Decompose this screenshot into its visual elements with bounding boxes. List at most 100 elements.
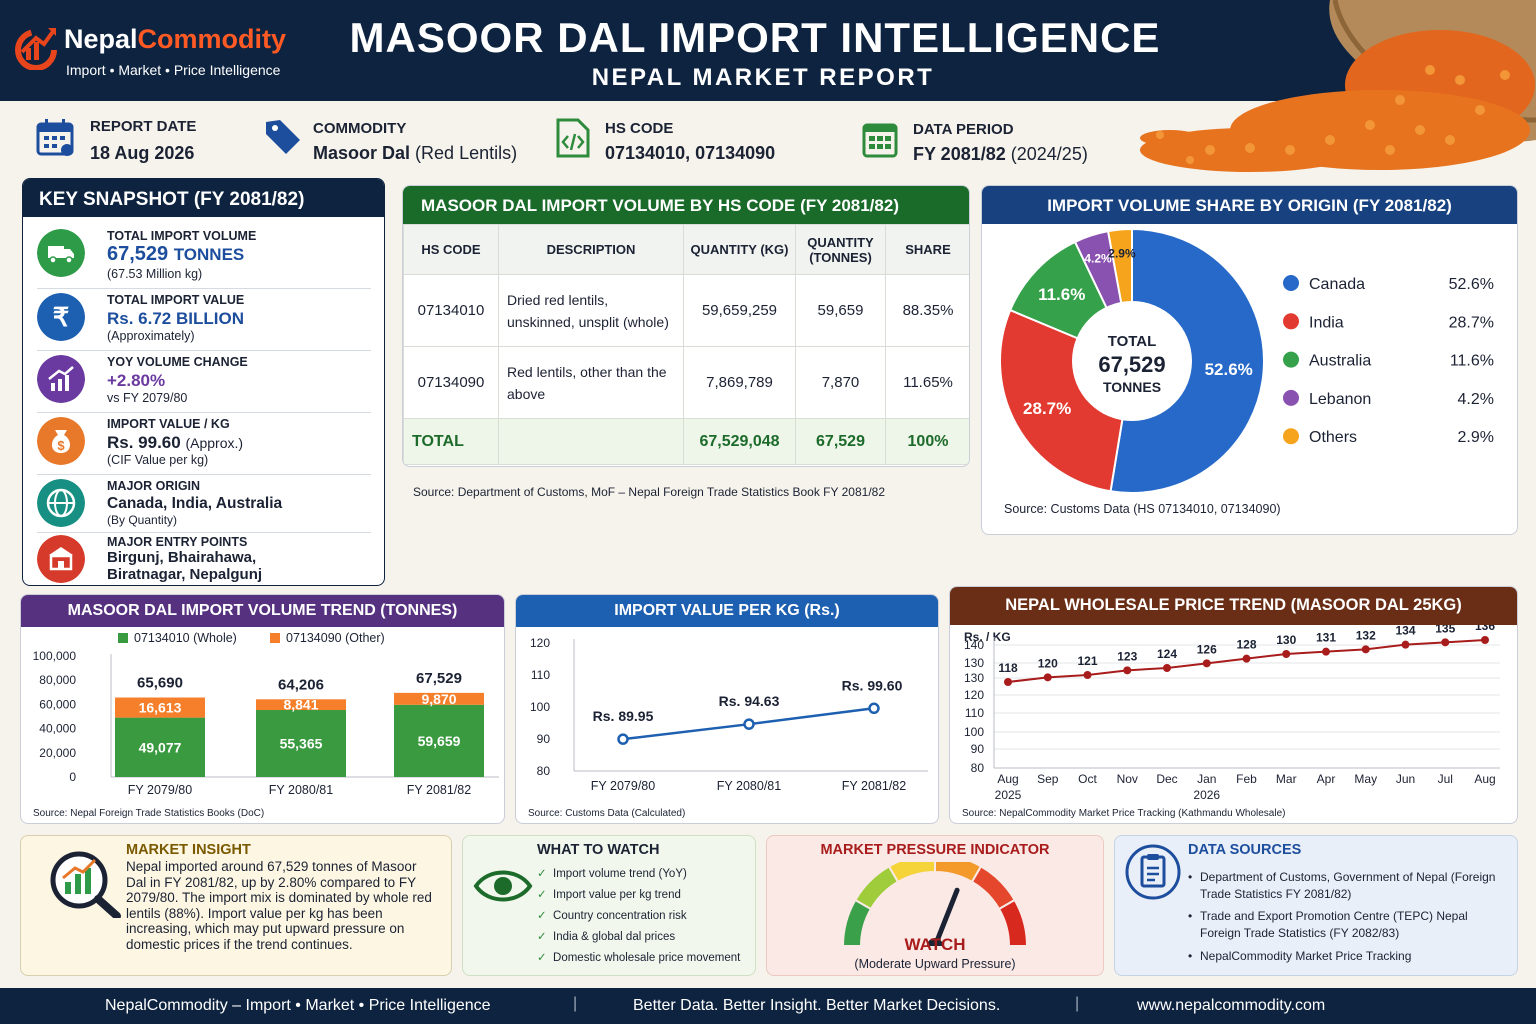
footer-center-text: Better Data. Better Insight. Better Mark… [633, 997, 1001, 1014]
bar-total-label: 65,690 [137, 675, 183, 692]
donut-hole [1072, 301, 1192, 421]
pie-slice-label: 4.2% [1084, 251, 1112, 265]
kpi-value-unit: (Approx.) [185, 435, 244, 451]
data-label: Rs. 99.60 [842, 677, 903, 693]
kpi-label: TOTAL IMPORT VALUE [107, 293, 245, 307]
y-tick-label: 130 [964, 656, 984, 670]
data-sources-panel: DATA SOURCES • Department of Customs, Gov… [1114, 835, 1518, 976]
rupee-icon: ₹ [37, 293, 85, 341]
header-bar: NepalCommodity Import • Market • Price I… [0, 0, 1536, 101]
y-tick-label: 110 [531, 668, 550, 682]
bar-segment-other [256, 699, 346, 711]
y-tick-label: 80,000 [39, 673, 76, 687]
donut-center-label: TOTAL [1108, 333, 1157, 350]
wholesale-price-panel: NEPAL WHOLESALE PRICE TREND (MASOOR DAL … [949, 586, 1518, 824]
table-cell: 67,529 [795, 418, 886, 465]
col-header: QUANTITY (TONNES) [795, 224, 886, 275]
hs-table-panel: MASOOR DAL IMPORT VOLUME BY HS CODE (FY … [402, 185, 970, 467]
data-period-fy: FY 2081/82 [913, 144, 1006, 164]
commodity-label: COMMODITY [313, 120, 407, 137]
report-date-label: REPORT DATE [90, 118, 197, 135]
table-cell: 67,529,048 [683, 418, 796, 465]
data-source-item: • Department of Customs, Government of Ne… [1188, 869, 1503, 903]
legend-swatch [118, 633, 128, 643]
commodity-value: Masoor Dal (Red Lentils) [313, 143, 517, 164]
growth-chart-icon [37, 355, 85, 403]
data-point [1004, 678, 1012, 686]
data-label: 130 [1276, 633, 1296, 647]
watch-item-label: India & global dal prices [553, 931, 676, 943]
data-label: 123 [1117, 649, 1137, 663]
data-period-note: (2024/25) [1010, 144, 1088, 164]
bar-total-label: 67,529 [416, 670, 462, 687]
pie-slice-label: 28.7% [1023, 399, 1071, 418]
col-header: SHARE [885, 224, 969, 275]
watch-item: ✓ Domestic wholesale price movement [537, 950, 740, 964]
kpi-label: MAJOR ORIGIN [107, 479, 201, 493]
x-tick-label: Feb [1236, 772, 1257, 786]
data-point [743, 718, 755, 730]
value-line-chart: 80 90 100 110 120 Rs. 89.95 FY 2079/80 Rs. 94.6… [530, 636, 928, 793]
watch-item-label: Country concentration risk [553, 910, 687, 922]
brand-logo-icon [15, 28, 57, 70]
y-tick-label: 90 [537, 732, 551, 746]
clipboard-icon [1125, 844, 1181, 900]
table-cell: 7,869,789 [683, 346, 796, 419]
legend-value: 2.9% [1458, 429, 1494, 446]
pie-slice-label: 11.6% [1038, 285, 1085, 304]
bar-segment-whole [256, 710, 346, 777]
pressure-status: WATCH [904, 935, 966, 954]
wholesale-price-title: NEPAL WHOLESALE PRICE TREND (MASOOR DAL … [950, 587, 1517, 625]
table-cell: Red lentils, other than the above [498, 346, 684, 419]
data-label: 128 [1236, 638, 1256, 652]
bar-value-label: 55,365 [280, 736, 323, 752]
data-point [1361, 645, 1370, 654]
volume-trend-title: MASOOR DAL IMPORT VOLUME TREND (TONNES) [21, 595, 504, 627]
check-icon: ✓ [537, 931, 547, 943]
check-icon: ✓ [537, 889, 547, 901]
kpi-note: (Approximately) [107, 329, 195, 343]
legend-swatch [1283, 313, 1299, 330]
y-tick-label: 0 [69, 770, 76, 784]
hs-code-value: 07134010, 07134090 [605, 143, 776, 163]
x-tick-year: 2026 [1193, 788, 1220, 802]
legend-label: Canada [1309, 276, 1365, 293]
money-bag-icon: $ [37, 417, 85, 465]
bar-value-label: 8,841 [283, 697, 318, 713]
truck-icon [37, 229, 85, 277]
data-point [1322, 647, 1330, 656]
x-tick-label: Dec [1156, 772, 1177, 786]
footer-left-text: NepalCommodity – Import • Market • Price… [105, 997, 491, 1014]
y-tick-label: 110 [965, 706, 984, 720]
report-date-value: 18 Aug 2026 [90, 143, 195, 163]
kpi-value-unit: TONNES [173, 245, 245, 264]
x-tick-label: FY 2081/82 [407, 783, 471, 797]
kpi-value: Rs. 99.60 (Approx.) [107, 433, 243, 453]
data-point [1481, 636, 1489, 644]
bullet-icon: • [1188, 909, 1193, 923]
kpi-note: (67.53 Million kg) [107, 267, 203, 281]
footer-website-link[interactable]: www.nepalcommodity.com [1137, 997, 1326, 1014]
kpi-note: Biratnagar, Nepalgunj [107, 566, 263, 583]
legend-swatch [270, 633, 280, 643]
donut-center-value: 67,529 [1098, 352, 1165, 377]
footer-bar: NepalCommodity – Import • Market • Price… [0, 988, 1536, 1024]
kpi-major-origin: MAJOR ORIGIN Canada, India, Australia (B… [37, 479, 371, 533]
lentil-sack-illustration [1140, 0, 1536, 172]
brand-name: NepalCommodity [64, 24, 286, 55]
data-source-item: • Trade and Export Promotion Centre (TEPC… [1188, 908, 1503, 942]
table-cell: 07134010 [403, 274, 499, 347]
watch-item: ✓ Country concentration risk [537, 908, 687, 922]
legend-swatch [1283, 389, 1299, 406]
y-tick-label: 40,000 [39, 722, 76, 736]
commodity-note: (Red Lentils) [415, 143, 518, 163]
price-source: Source: NepalCommodity Market Price Trac… [962, 808, 1286, 819]
table-cell: 88.35% [885, 274, 969, 347]
watch-item-label: Domestic wholesale price movement [553, 952, 741, 964]
origin-share-title: IMPORT VOLUME SHARE BY ORIGIN (FY 2081/8… [982, 186, 1517, 224]
x-tick-label: Apr [1317, 772, 1336, 786]
market-insight-title: MARKET INSIGHT [126, 842, 251, 858]
svg-text:$: $ [57, 438, 65, 453]
data-source-text: NepalCommodity Market Price Tracking [1200, 949, 1412, 963]
footer-divider: | [573, 995, 578, 1012]
